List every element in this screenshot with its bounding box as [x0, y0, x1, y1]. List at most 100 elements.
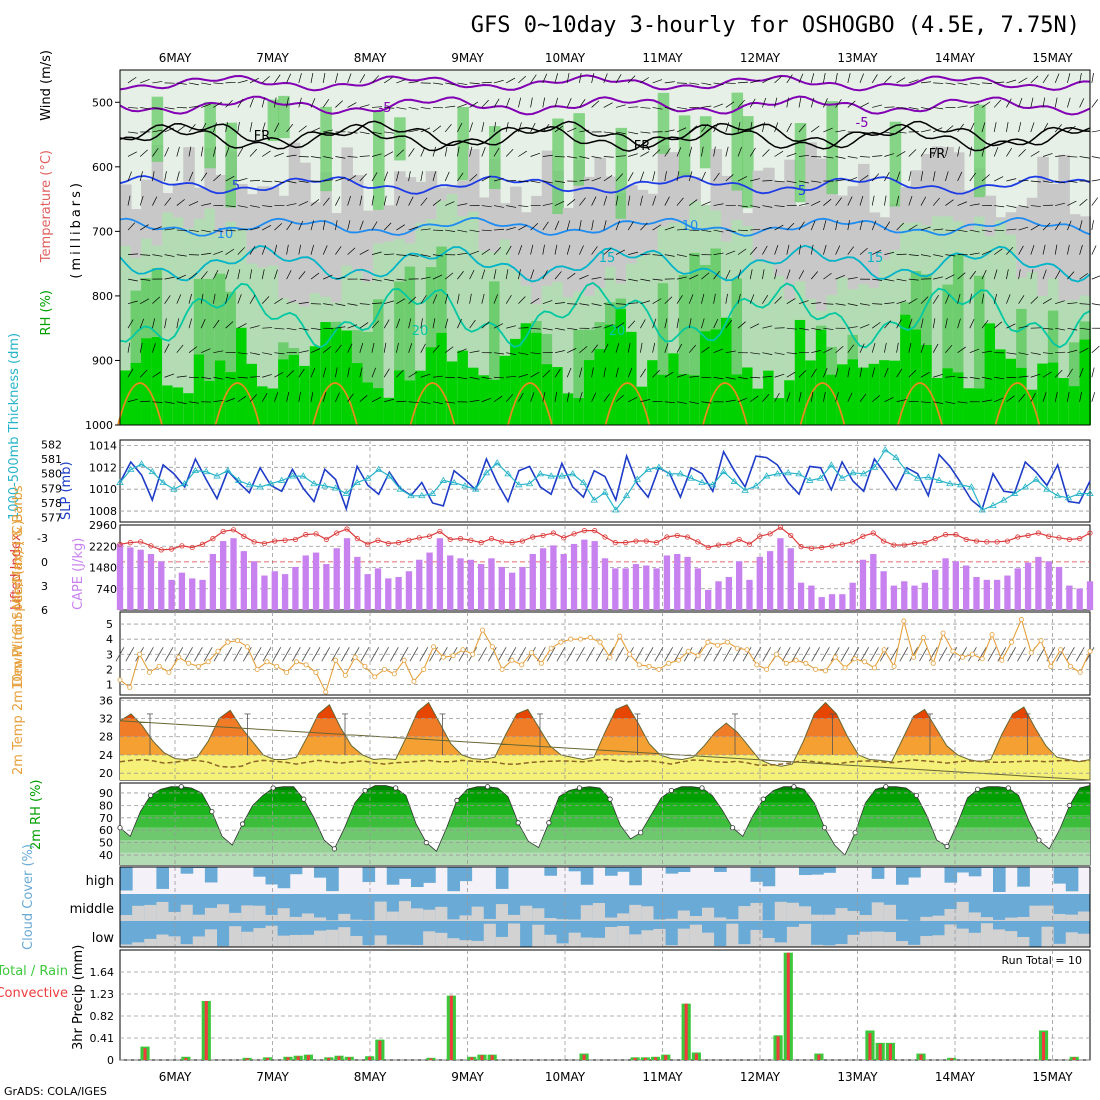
slp-marker — [676, 470, 685, 477]
wind-barb — [408, 107, 419, 110]
wind-speed-marker — [440, 654, 446, 660]
wind-barb — [347, 73, 352, 84]
wind-barb — [896, 195, 900, 206]
wind-barb — [542, 327, 553, 331]
lifted-index-marker — [426, 533, 433, 539]
wind-barb — [1017, 647, 1026, 662]
wind-barb — [359, 74, 366, 84]
wind-barb — [640, 368, 647, 378]
lifted-index-marker — [148, 543, 154, 549]
slp-marker — [1032, 475, 1040, 482]
wind-barb — [444, 146, 448, 157]
wind-barb — [445, 401, 456, 404]
lifted-index-marker — [447, 536, 453, 543]
wind-speed-marker — [617, 633, 623, 639]
wind-barb — [823, 327, 834, 330]
wind-barb — [506, 180, 517, 182]
cape-bar — [467, 559, 475, 610]
wind-barb — [542, 370, 551, 378]
wind-barb — [981, 399, 992, 403]
wind-barb — [1067, 391, 1070, 402]
wind-barb — [969, 270, 977, 280]
cloud-middle-gap — [520, 905, 533, 921]
wind-barb — [676, 127, 687, 133]
cape-bar — [818, 597, 825, 610]
wind-barb — [225, 205, 236, 208]
wind-barb — [298, 327, 309, 331]
temp-band — [120, 736, 1090, 755]
wind-barb — [567, 156, 578, 159]
wind-barb — [359, 303, 370, 305]
wind-barb — [997, 647, 1007, 662]
wind-barb — [859, 247, 868, 255]
wind-barb — [164, 401, 175, 404]
wind-barb — [1030, 352, 1041, 355]
wind-barb — [737, 376, 748, 380]
wind-barb — [542, 300, 553, 304]
cloud-low-gap — [835, 944, 848, 947]
wind-barb — [261, 392, 268, 402]
wind-barb — [713, 103, 724, 108]
wind-barb — [835, 245, 841, 255]
wind-barb — [262, 327, 273, 329]
lifted-index-marker — [117, 541, 123, 547]
rh-band-dark — [879, 360, 891, 425]
wind-barb — [203, 647, 213, 662]
cloud-high — [289, 867, 303, 875]
wind-barb — [233, 647, 242, 662]
cloud-low-gap — [277, 935, 291, 947]
wind-barb — [335, 196, 341, 206]
y-tick-label: 500 — [92, 96, 113, 109]
wind-barb — [310, 367, 316, 378]
wind-barb — [530, 222, 539, 231]
wind-barb — [127, 300, 138, 304]
temperature-contour — [119, 175, 1091, 195]
cloud-low-gap — [411, 944, 424, 947]
cape-bar — [581, 539, 588, 610]
footer-credit: GrADS: COLA/IGES — [4, 1085, 107, 1098]
wind-barb — [347, 393, 354, 402]
slp-marker — [956, 481, 965, 488]
cape-bar — [199, 579, 206, 610]
wind-barb — [188, 318, 193, 329]
wind-barb — [383, 195, 387, 206]
wind-speed-marker — [587, 635, 593, 641]
wind-barb — [164, 295, 171, 304]
wind-barb — [384, 398, 394, 403]
rh-tick-label: 80 — [99, 799, 113, 812]
wind-barb — [396, 342, 399, 353]
wind-barb — [249, 179, 260, 182]
cloud-low-gap — [932, 935, 945, 947]
cloud-high — [423, 867, 436, 883]
wind-barb — [408, 296, 417, 304]
contour-label: 15 — [867, 251, 884, 266]
wind-barb — [993, 293, 998, 304]
cloud-middle-gap — [1041, 905, 1055, 921]
cape-bar — [942, 558, 949, 610]
precip-tick-label: 0.41 — [90, 1032, 115, 1045]
cloud-middle-gap — [859, 915, 873, 921]
wind-barb — [872, 249, 882, 255]
rh-band-mid — [425, 267, 438, 425]
wind-barb — [1042, 180, 1053, 184]
wind-speed-marker — [607, 654, 613, 660]
wind-barb — [444, 272, 454, 280]
wind-barb — [884, 106, 895, 108]
lifted-index-marker — [1004, 538, 1011, 544]
wind-barb — [127, 195, 131, 206]
rh-band-light — [868, 287, 881, 425]
rh-band-dark — [425, 347, 438, 425]
rh-band-dark — [699, 331, 712, 425]
temp-band — [120, 718, 1090, 737]
thickness-tick-label: 582 — [41, 438, 62, 451]
wind-barb — [140, 278, 151, 281]
cloud-low — [217, 921, 230, 947]
wind-barb — [749, 294, 755, 304]
rh-band-mid — [320, 106, 332, 192]
wind-barb — [908, 342, 912, 353]
wind-barb — [701, 123, 708, 133]
wind-barb — [879, 647, 889, 662]
wind-barb — [481, 99, 489, 108]
wind-barb — [969, 229, 980, 233]
wind-barb — [871, 195, 875, 206]
